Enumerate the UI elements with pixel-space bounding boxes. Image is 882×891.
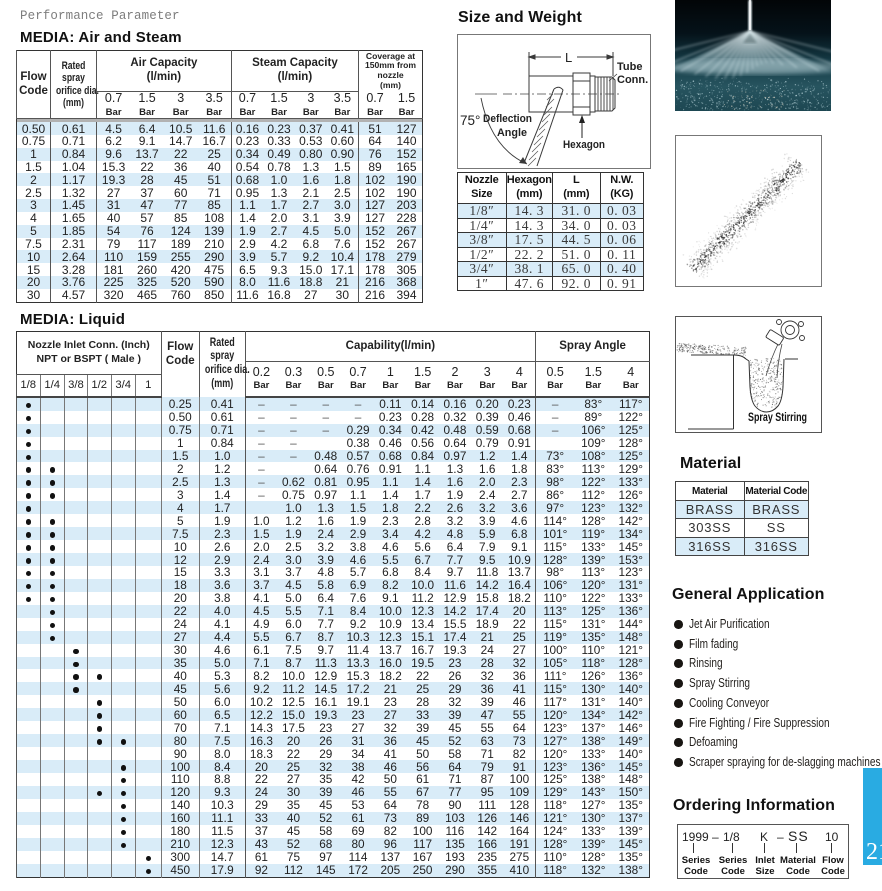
svg-text:Hexagon: Hexagon [563,139,605,151]
svg-text:Conn.: Conn. [617,74,648,86]
svg-text:Tube: Tube [617,61,642,73]
svg-text:Angle: Angle [497,127,527,139]
svg-text:75°: 75° [460,113,480,128]
svg-text:L: L [565,50,572,65]
svg-text:Spray Stirring: Spray Stirring [748,410,807,424]
svg-text:Deflection: Deflection [483,113,532,125]
